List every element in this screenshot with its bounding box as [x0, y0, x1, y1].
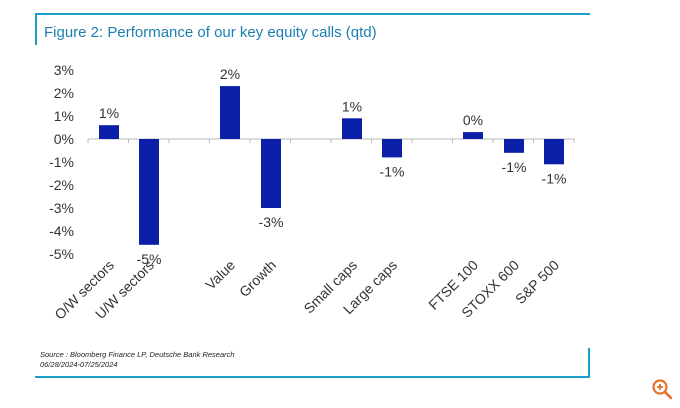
data-label: 0% [463, 112, 483, 128]
x-tick-label: S&P 500 [512, 257, 562, 307]
data-labels: 1% -5% 2% -3% 1% -1% 0% -1% -1% [99, 66, 567, 267]
data-label: 1% [99, 105, 119, 121]
x-tick-label: Value [202, 257, 238, 293]
x-tick-label: Growth [236, 257, 279, 300]
y-tick-label: 3% [54, 62, 74, 78]
bar [382, 139, 402, 158]
y-axis: 3% 2% 1% 0% -1% -2% -3% -4% -5% [49, 62, 575, 262]
data-label: -1% [542, 170, 567, 186]
data-label: -5% [137, 251, 162, 267]
data-label: 1% [342, 98, 362, 114]
source-note: Source : Bloomberg Finance LP, Deutsche … [40, 350, 235, 370]
bar [220, 86, 240, 139]
bars [99, 86, 564, 245]
footer-rule [35, 376, 590, 378]
bar [463, 132, 483, 139]
source-line: Source : Bloomberg Finance LP, Deutsche … [40, 350, 235, 359]
bar [504, 139, 524, 153]
data-label: -1% [380, 163, 405, 179]
date-range: 06/28/2024-07/25/2024 [40, 360, 118, 369]
bar [139, 139, 159, 245]
data-label: -1% [502, 159, 527, 175]
title-accent [35, 13, 37, 45]
y-tick-label: 0% [54, 131, 74, 147]
y-tick-label: 1% [54, 108, 74, 124]
bar [99, 125, 119, 139]
bar [544, 139, 564, 165]
title-rule [35, 13, 590, 15]
chart-title: Figure 2: Performance of our key equity … [44, 24, 377, 41]
y-tick-label: -3% [49, 200, 74, 216]
y-tick-label: -2% [49, 177, 74, 193]
y-tick-label: -4% [49, 223, 74, 239]
y-tick-label: 2% [54, 85, 74, 101]
data-label: -3% [259, 214, 284, 230]
data-label: 2% [220, 66, 240, 82]
footer-accent [588, 348, 590, 378]
y-tick-label: -1% [49, 154, 74, 170]
bar [342, 118, 362, 139]
y-tick-label: -5% [49, 246, 74, 262]
zoom-in-icon[interactable] [650, 377, 674, 401]
bar [261, 139, 281, 208]
